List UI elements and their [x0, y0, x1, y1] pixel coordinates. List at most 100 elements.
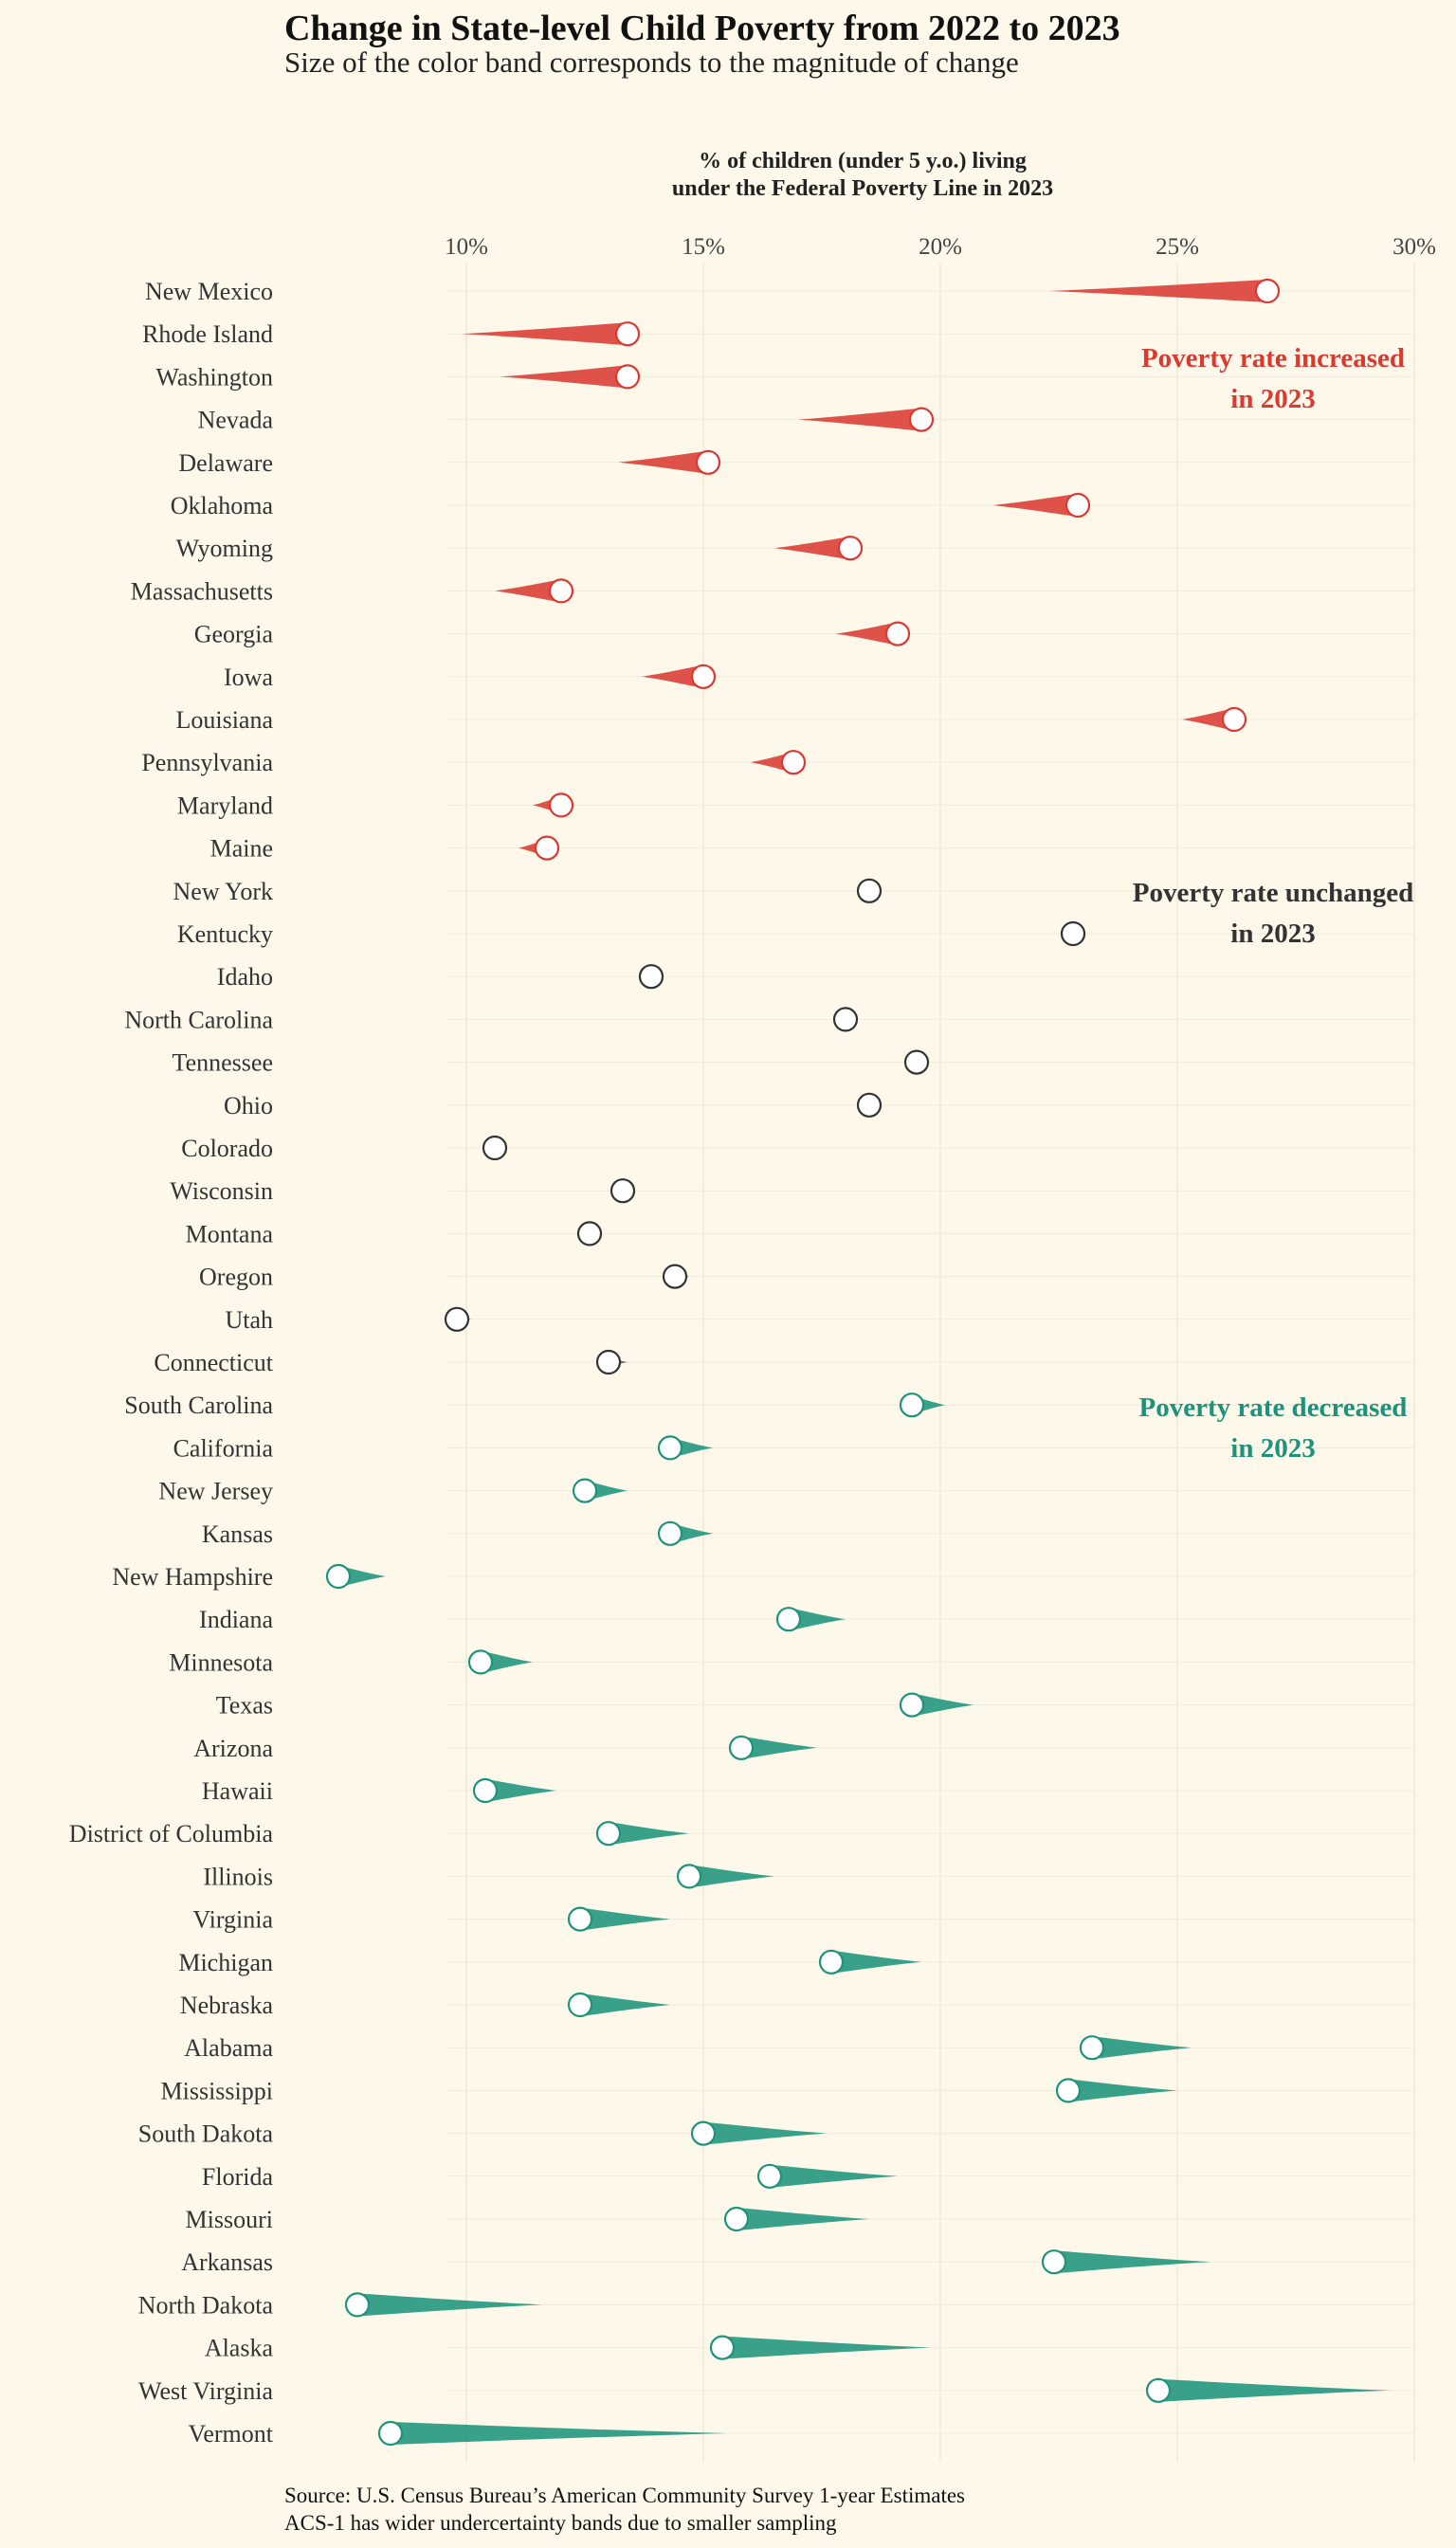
state-label: Wisconsin: [170, 1177, 273, 1205]
state-label: Minnesota: [169, 1648, 273, 1676]
x-tick-label: 10%: [445, 234, 488, 260]
value-2023-dot: [728, 1735, 755, 1760]
state-row-iowa: Iowa: [224, 664, 1414, 691]
x-tick-labels: 10% 15% 20% 25% 30%: [445, 234, 1436, 260]
state-label: Wyoming: [176, 535, 273, 562]
value-2023-dot: [576, 1221, 603, 1247]
value-2023-dot: [818, 1949, 845, 1975]
value-2023-dot: [548, 792, 574, 818]
change-band: [912, 1693, 974, 1717]
change-band: [618, 450, 708, 474]
state-row-washington: Washington: [155, 363, 1414, 391]
value-2023-dot: [472, 1777, 499, 1804]
value-2023-dot: [837, 536, 864, 561]
change-band: [642, 664, 703, 688]
state-row-south-dakota: South Dakota: [138, 2120, 1414, 2148]
state-row-virginia: Virginia: [192, 1906, 1414, 1934]
change-band: [1068, 2079, 1177, 2102]
change-band: [836, 622, 898, 646]
state-row-delaware: Delaware: [178, 449, 1414, 477]
change-band: [737, 2208, 869, 2230]
state-row-minnesota: Minnesota: [169, 1648, 1414, 1676]
state-label: Massachusetts: [131, 577, 273, 605]
state-row-south-carolina: South Carolina: [124, 1392, 1414, 1419]
state-row-vermont: Vermont: [188, 2420, 1414, 2448]
annotation-unchanged-line-1: Poverty rate unchanged: [1133, 878, 1413, 908]
annotation-increased-line-1: Poverty rate increased: [1141, 343, 1405, 373]
change-band: [580, 1993, 670, 2016]
state-row-massachusetts: Massachusetts: [131, 577, 1414, 605]
value-2023-dot: [1041, 2249, 1067, 2275]
state-label: Indiana: [199, 1606, 273, 1633]
value-2023-dot: [780, 750, 807, 775]
state-label: Texas: [216, 1692, 273, 1720]
state-label: Kansas: [202, 1520, 273, 1548]
state-label: Arizona: [193, 1735, 273, 1762]
state-row-nevada: Nevada: [198, 407, 1414, 434]
state-label: Pennsylvania: [141, 749, 273, 776]
value-2023-dot: [756, 2163, 783, 2189]
state-label: Montana: [186, 1220, 274, 1247]
change-band: [357, 2293, 542, 2317]
value-2023-dot: [903, 1049, 930, 1075]
source-line-1: Source: U.S. Census Bureau’s American Co…: [284, 2484, 965, 2507]
state-label: Ohio: [224, 1092, 273, 1119]
change-band: [391, 2422, 727, 2445]
change-band: [481, 1650, 533, 1673]
state-row-hawaii: Hawaii: [202, 1777, 1414, 1805]
state-label: Arkansas: [181, 2248, 273, 2276]
value-2023-dot: [884, 621, 911, 646]
state-label: Alabama: [184, 2034, 273, 2062]
value-2023-dot: [1065, 492, 1091, 519]
annotation-unchanged: Poverty rate unchanged in 2023: [1133, 878, 1413, 949]
state-row-new-hampshire: New Hampshire: [112, 1563, 1414, 1591]
state-label: West Virginia: [138, 2377, 273, 2405]
state-row-new-jersey: New Jersey: [158, 1478, 1414, 1505]
state-label: Missouri: [186, 2206, 273, 2233]
value-2023-dot: [638, 964, 664, 990]
state-row-oklahoma: Oklahoma: [171, 492, 1414, 519]
change-band: [1158, 2378, 1391, 2402]
change-band: [798, 408, 921, 431]
state-row-arizona: Arizona: [193, 1735, 1414, 1762]
value-2023-dot: [1060, 920, 1086, 947]
value-2023-dot: [572, 1478, 598, 1503]
value-2023-dot: [899, 1692, 925, 1718]
chart-subtitle: Size of the color band corresponds to th…: [284, 46, 1019, 79]
state-label: Delaware: [178, 449, 273, 477]
change-band: [485, 1779, 556, 1802]
state-label: New Mexico: [145, 278, 273, 305]
state-rows: New Mexico Rhode Island Washington Nevada De…: [69, 278, 1414, 2448]
change-band: [1054, 2250, 1210, 2274]
value-2023-dot: [775, 1607, 802, 1632]
value-2023-dot: [1055, 2078, 1082, 2103]
state-row-ohio: Ohio: [224, 1092, 1414, 1119]
change-band: [500, 365, 628, 389]
annotation-decreased-line-1: Poverty rate decreased: [1139, 1392, 1408, 1423]
state-label: Oklahoma: [171, 492, 274, 519]
annotation-unchanged-line-2: in 2023: [1230, 919, 1315, 949]
change-band: [789, 1608, 846, 1631]
state-row-nebraska: Nebraska: [180, 1992, 1414, 2019]
state-row-alaska: Alaska: [205, 2335, 1414, 2362]
change-band: [722, 2336, 931, 2359]
state-label: South Dakota: [138, 2120, 274, 2148]
state-row-new-york: New York: [173, 878, 1414, 905]
value-2023-dot: [444, 1306, 470, 1332]
value-2023-dot: [325, 1563, 352, 1590]
state-label: District of Columbia: [69, 1820, 274, 1847]
change-band: [1182, 708, 1234, 731]
state-row-texas: Texas: [216, 1692, 1414, 1720]
state-label: Virginia: [192, 1906, 273, 1934]
state-label: Utah: [225, 1306, 273, 1334]
value-2023-dot: [899, 1392, 925, 1418]
state-label: Maine: [210, 835, 273, 863]
state-row-oregon: Oregon: [199, 1264, 1414, 1291]
state-label: Hawaii: [202, 1777, 273, 1805]
state-row-kansas: Kansas: [202, 1520, 1414, 1548]
change-band: [1049, 280, 1267, 302]
state-label: Georgia: [194, 621, 274, 648]
chart-title: Change in State-level Child Poverty from…: [284, 9, 1120, 48]
value-2023-dot: [908, 407, 935, 432]
state-label: Iowa: [224, 664, 273, 691]
